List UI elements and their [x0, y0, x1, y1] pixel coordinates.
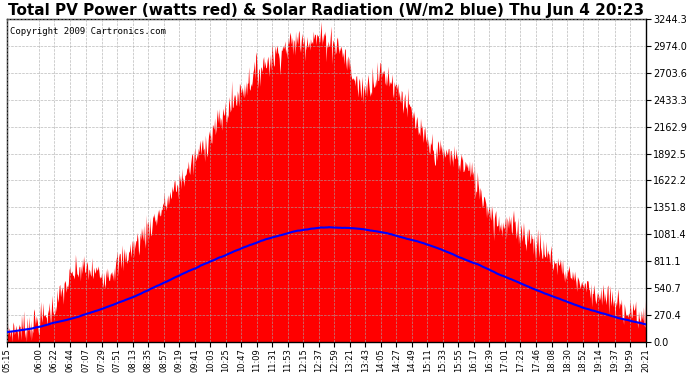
Text: Copyright 2009 Cartronics.com: Copyright 2009 Cartronics.com: [10, 27, 166, 36]
Title: Total PV Power (watts red) & Solar Radiation (W/m2 blue) Thu Jun 4 20:23: Total PV Power (watts red) & Solar Radia…: [8, 3, 644, 18]
